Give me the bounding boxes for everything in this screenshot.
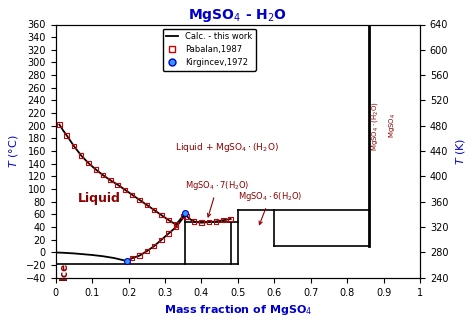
Point <box>114 182 121 187</box>
Point <box>165 231 173 236</box>
Text: MgSO$_4$: MgSO$_4$ <box>388 113 398 138</box>
Point <box>136 197 143 202</box>
Point <box>198 220 205 225</box>
Point <box>70 144 78 149</box>
Text: Liquid: Liquid <box>78 192 121 205</box>
Point <box>136 253 143 258</box>
Point <box>219 217 227 223</box>
Text: MgSO$_4\cdot$7(H$_2$O): MgSO$_4\cdot$7(H$_2$O) <box>185 179 250 217</box>
Point <box>181 211 189 216</box>
Point <box>150 244 158 249</box>
Text: Liquid + MgSO$_4\cdot$(H$_2$O): Liquid + MgSO$_4\cdot$(H$_2$O) <box>175 142 279 155</box>
Y-axis label: $T$ (K): $T$ (K) <box>454 137 467 165</box>
X-axis label: Mass fraction of MgSO$_4$: Mass fraction of MgSO$_4$ <box>164 303 312 317</box>
Point <box>92 167 100 172</box>
Text: Ice: Ice <box>59 263 69 280</box>
Point <box>143 249 151 254</box>
Point <box>63 133 71 138</box>
Point <box>77 153 85 158</box>
Point <box>212 219 220 224</box>
Point <box>205 219 212 225</box>
Point <box>121 187 129 192</box>
Point <box>158 213 165 218</box>
Point <box>165 217 173 223</box>
Point <box>55 122 63 127</box>
Point <box>85 161 92 166</box>
Point <box>172 222 180 227</box>
Point <box>227 216 235 222</box>
Point <box>123 259 130 264</box>
Point <box>107 178 114 183</box>
Point <box>191 219 198 224</box>
Point <box>123 259 130 264</box>
Point <box>128 192 136 197</box>
Point <box>150 207 158 213</box>
Point <box>143 202 151 208</box>
Text: MgSO$_4\cdot$6(H$_2$O): MgSO$_4\cdot$6(H$_2$O) <box>238 190 302 225</box>
Point <box>181 211 189 216</box>
Point <box>172 225 180 230</box>
Legend: Calc. - this work, Pabalan,1987, Kirgincev,1972: Calc. - this work, Pabalan,1987, Kirginc… <box>163 29 255 71</box>
Point <box>100 173 107 178</box>
Title: MgSO$_4$ - H$_2$O: MgSO$_4$ - H$_2$O <box>188 7 288 24</box>
Y-axis label: $T$ (°C): $T$ (°C) <box>7 134 20 168</box>
Point <box>158 237 165 242</box>
Text: MgSO$_4\cdot$(H$_2$O): MgSO$_4\cdot$(H$_2$O) <box>370 101 380 151</box>
Point <box>128 256 136 261</box>
Point <box>183 214 191 219</box>
Point <box>180 213 187 218</box>
